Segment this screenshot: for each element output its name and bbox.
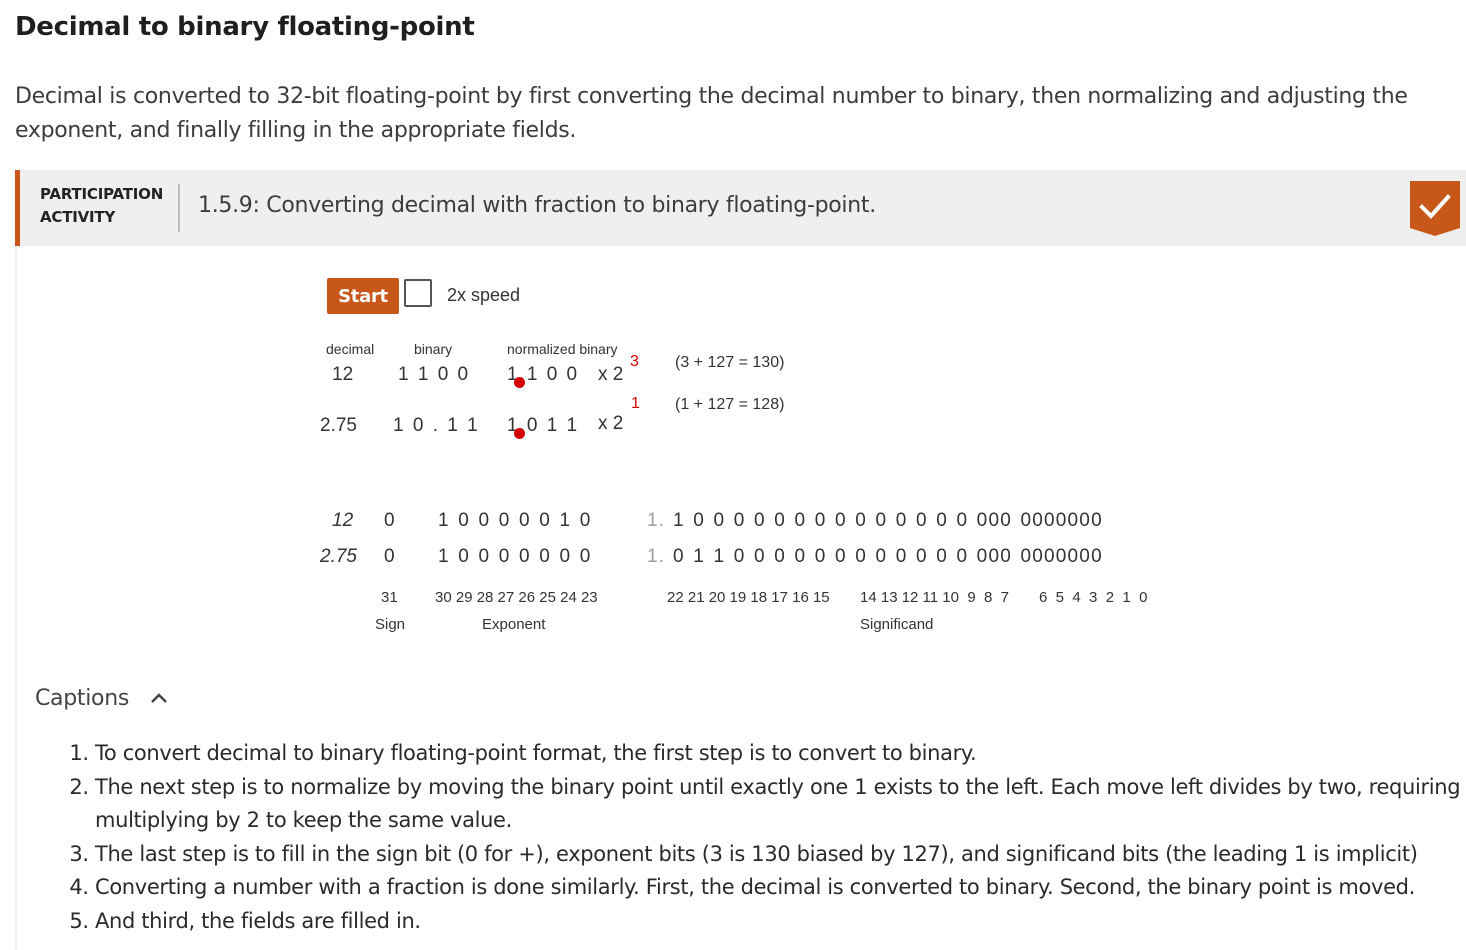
row2-normalized-lead: 1 [507, 415, 520, 436]
header-decimal: decimal [326, 341, 375, 357]
field1-significand-bits: 1 0 0 0 0 0 0 0 0 0 0 0 0 0 0 000 000000… [673, 510, 1103, 531]
row1-normalized: 1.1 0 0 [507, 364, 579, 386]
caption-item: To convert decimal to binary floating-po… [95, 737, 1466, 771]
row1-decimal: 12 [332, 364, 354, 385]
field-label-sign: Sign [375, 616, 406, 633]
field1-implicit-one: 1. [647, 510, 666, 531]
check-icon[interactable] [1410, 181, 1460, 236]
bit-index-exponent: 30 29 28 27 26 25 24 23 [435, 589, 598, 606]
field-label-exponent: Exponent [482, 616, 546, 633]
chevron-up-icon[interactable] [148, 690, 170, 706]
row1-binary-point-marker [514, 377, 525, 388]
row2-normalized-rest: .0 1 1 [519, 415, 580, 436]
start-button[interactable]: Start [327, 278, 399, 314]
caption-item: The next step is to normalize by moving … [95, 771, 1466, 838]
row2-times: x 2 [598, 413, 624, 434]
row1-normalized-lead: 1 [507, 364, 520, 385]
row1-bias-note: (3 + 127 = 130) [675, 354, 785, 371]
header-normalized-binary: normalized binary [507, 341, 618, 357]
speed-label: 2x speed [447, 285, 521, 305]
bit-index-significand-b: 14 13 12 11 10 9 8 7 [860, 589, 1010, 606]
field1-exponent-bits: 1 0 0 0 0 0 1 0 [438, 510, 592, 531]
activity-type-label-line2: ACTIVITY [40, 208, 116, 226]
field1-decimal: 12 [332, 510, 354, 531]
field1-sign: 0 [384, 510, 395, 531]
row2-binary: 1 0 . 1 1 [393, 415, 480, 436]
activity-title: 1.5.9: Converting decimal with fraction … [198, 193, 876, 218]
bit-index-significand-a: 22 21 20 19 18 17 16 15 [667, 589, 830, 606]
field2-significand-bits: 0 1 1 0 0 0 0 0 0 0 0 0 0 0 0 000 000000… [673, 546, 1103, 567]
header-divider [178, 184, 180, 232]
activity-type-label: PARTICIPATION ACTIVITY [40, 183, 163, 229]
speed-checkbox[interactable] [404, 279, 432, 307]
activity-body [15, 246, 1466, 950]
field-label-significand: Significand [860, 616, 934, 633]
row2-exponent: 1 [631, 395, 640, 412]
bit-index-sign: 31 [381, 589, 398, 606]
row2-bias-note: (1 + 127 = 128) [675, 396, 785, 413]
intro-paragraph: Decimal is converted to 32-bit floating-… [15, 84, 1408, 143]
captions-toggle[interactable]: Captions [35, 686, 130, 711]
page-title: Decimal to binary floating-point [15, 12, 475, 42]
row1-exponent: 3 [630, 353, 639, 370]
row2-normalized: 1.0 1 1 [507, 415, 579, 437]
field2-implicit-one: 1. [647, 546, 666, 567]
row1-binary: 1 1 0 0 [398, 364, 471, 385]
header-binary: binary [414, 341, 453, 357]
caption-item: Converting a number with a fraction is d… [95, 871, 1466, 905]
field2-decimal: 2.75 [320, 546, 357, 567]
activity-type-label-line1: PARTICIPATION [40, 185, 164, 203]
participation-activity-header: PARTICIPATION ACTIVITY 1.5.9: Converting… [15, 170, 1466, 246]
row2-binary-point-marker [514, 428, 525, 439]
caption-item: The last step is to fill in the sign bit… [95, 838, 1466, 872]
field2-exponent-bits: 1 0 0 0 0 0 0 0 [438, 546, 592, 567]
row1-normalized-rest: .1 0 0 [519, 364, 580, 385]
captions-list: To convert decimal to binary floating-po… [60, 737, 1466, 939]
field2-sign: 0 [384, 546, 395, 567]
bit-index-significand-c: 6 5 4 3 2 1 0 [1039, 589, 1148, 606]
caption-item: And third, the fields are filled in. [95, 905, 1466, 939]
row1-times: x 2 [598, 364, 624, 385]
row2-decimal: 2.75 [320, 415, 357, 436]
